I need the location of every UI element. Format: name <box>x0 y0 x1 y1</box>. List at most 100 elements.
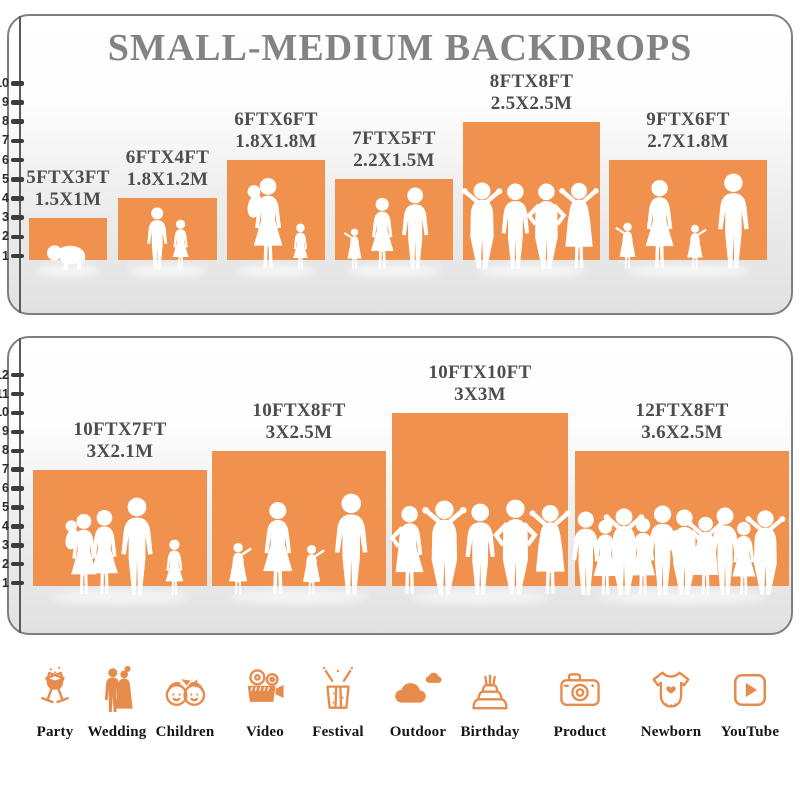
man-silhouette <box>710 507 739 595</box>
ruler-tick-mark <box>11 119 24 124</box>
man-silhouette <box>501 183 529 269</box>
size-label-meters: 1.8X1.2M <box>126 169 209 191</box>
ruler-tick-label: 8 <box>2 114 9 129</box>
ruler-tick-label: 10 <box>0 75 9 90</box>
woman-silhouette <box>631 517 656 595</box>
baby-silhouette <box>47 245 86 271</box>
size-label-feet: 10FTX8FT <box>252 399 346 421</box>
size-label-feet: 12FTX8FT <box>635 399 729 421</box>
category-birthday: Birthday <box>435 662 545 741</box>
woman-silhouette <box>370 197 394 269</box>
category-product: Product <box>525 662 635 741</box>
ruler-line <box>19 338 21 633</box>
man-hips-silhouette <box>526 183 567 269</box>
figure-reflection <box>229 591 369 603</box>
ruler-tick-mark <box>11 253 24 259</box>
man-silhouette <box>648 505 678 595</box>
ruler-tick-label: 2 <box>2 556 9 571</box>
figure-reflection <box>476 265 587 277</box>
ruler-tick-label: 3 <box>2 210 9 225</box>
man-armsup-silhouette <box>603 508 645 595</box>
category-festival: Festival <box>283 662 393 741</box>
ruler-tick-label: 5 <box>2 171 9 186</box>
size-label-feet: 10FTX10FT <box>428 361 532 383</box>
panel-small-medium: SMALL-MEDIUM BACKDROPS 10 9 8 7 6 5 4 3 2 1 5FTX3F… <box>0 14 793 315</box>
size-label-10ftx8ft: 10FTX8FT 3X2.5M <box>204 400 394 444</box>
woman-silhouette <box>593 519 617 595</box>
size-label-meters: 3X2.5M <box>265 421 333 443</box>
ruler-tick-label: 4 <box>2 190 9 205</box>
woman-silhouette <box>90 509 118 594</box>
man-armsup-silhouette <box>422 500 467 595</box>
figure-reflection <box>36 265 100 277</box>
man-silhouette <box>402 187 429 269</box>
girl-reach-silhouette <box>615 222 636 269</box>
woman-armsup-silhouette <box>529 504 572 594</box>
size-label-feet: 6FTX4FT <box>125 147 210 169</box>
figure-reflection <box>596 591 768 603</box>
woman-silhouette <box>732 521 756 595</box>
woman-silhouette <box>645 180 674 268</box>
youtube-icon <box>722 662 778 718</box>
ruler-tick-mark <box>11 138 24 144</box>
ruler-tick-mark <box>11 177 24 182</box>
size-label-12ftx8ft: 12FTX8FT 3.6X2.5M <box>587 400 777 444</box>
size-label-feet: 8FTX8FT <box>489 70 574 92</box>
wedding-icon <box>89 662 145 718</box>
category-label: Birthday <box>460 724 520 740</box>
size-label-meters: 1.5X1M <box>34 188 102 210</box>
ruler-tick-label: 8 <box>2 443 9 458</box>
ruler-tick-label: 11 <box>0 386 9 401</box>
category-label: Outdoor <box>389 724 447 740</box>
category-label: Party <box>36 724 74 740</box>
ruler-tick-mark <box>11 505 24 510</box>
size-label-5ftx3ft: 5FTX3FT 1.5X1M <box>0 167 163 211</box>
page-title: SMALL-MEDIUM BACKDROPS <box>107 27 693 69</box>
category-youtube: YouTube <box>695 662 800 741</box>
size-label-feet: 6FTX6FT <box>234 109 318 130</box>
ruler-tick-mark <box>11 196 24 201</box>
video-icon <box>237 662 293 718</box>
category-party: Party <box>0 662 110 741</box>
category-label: Festival <box>312 724 364 740</box>
size-label-feet: 7FTX5FT <box>352 128 436 150</box>
ruler-tick-mark <box>11 486 24 491</box>
ruler-tick-label: 1 <box>2 248 9 263</box>
ruler-tick-mark <box>11 157 24 163</box>
girl-silhouette <box>172 219 189 270</box>
woman-hips-silhouette <box>389 506 424 594</box>
size-label-feet: 5FTX3FT <box>26 166 110 188</box>
girl-reach-silhouette <box>229 543 252 595</box>
girl-silhouette <box>293 223 308 270</box>
ruler-tick-label: 1 <box>2 575 9 590</box>
category-newborn: Newborn <box>616 662 726 741</box>
size-label-9ftx6ft: 9FTX6FT 2.7X1.8M <box>593 109 783 153</box>
size-label-6ftx6ft: 6FTX6FT 1.8X1.8M <box>181 109 371 153</box>
ruler-tick-mark <box>11 524 24 529</box>
size-label-feet: 9FTX6FT <box>646 109 730 130</box>
woman-armsup-silhouette <box>559 182 600 268</box>
man-armsup-silhouette <box>745 510 786 595</box>
ruler-tick-label: 12 <box>0 367 9 382</box>
figure-reflection <box>127 265 208 277</box>
ruler-tick-mark <box>11 81 24 86</box>
ruler-tick-mark <box>11 580 24 586</box>
ruler-tick-mark <box>11 467 24 472</box>
category-label: Newborn <box>640 724 702 740</box>
size-label-feet: 10FTX7FT <box>73 418 167 440</box>
girl-silhouette <box>165 539 183 595</box>
man-silhouette <box>718 173 750 269</box>
man-armsup-silhouette <box>461 182 503 269</box>
man-hips-silhouette <box>492 499 538 595</box>
ruler-tick-label: 4 <box>2 518 9 533</box>
size-label-meters: 3.6X2.5M <box>641 421 723 443</box>
category-wedding: Wedding <box>62 662 172 741</box>
figure-reflection <box>624 265 752 277</box>
ruler-line <box>19 16 21 313</box>
woman-carry-silhouette <box>65 513 97 595</box>
children-icon <box>157 662 213 718</box>
woman-armsup-silhouette <box>687 516 724 595</box>
ruler-tick-mark <box>11 215 24 220</box>
ruler-tick-mark <box>11 429 24 435</box>
